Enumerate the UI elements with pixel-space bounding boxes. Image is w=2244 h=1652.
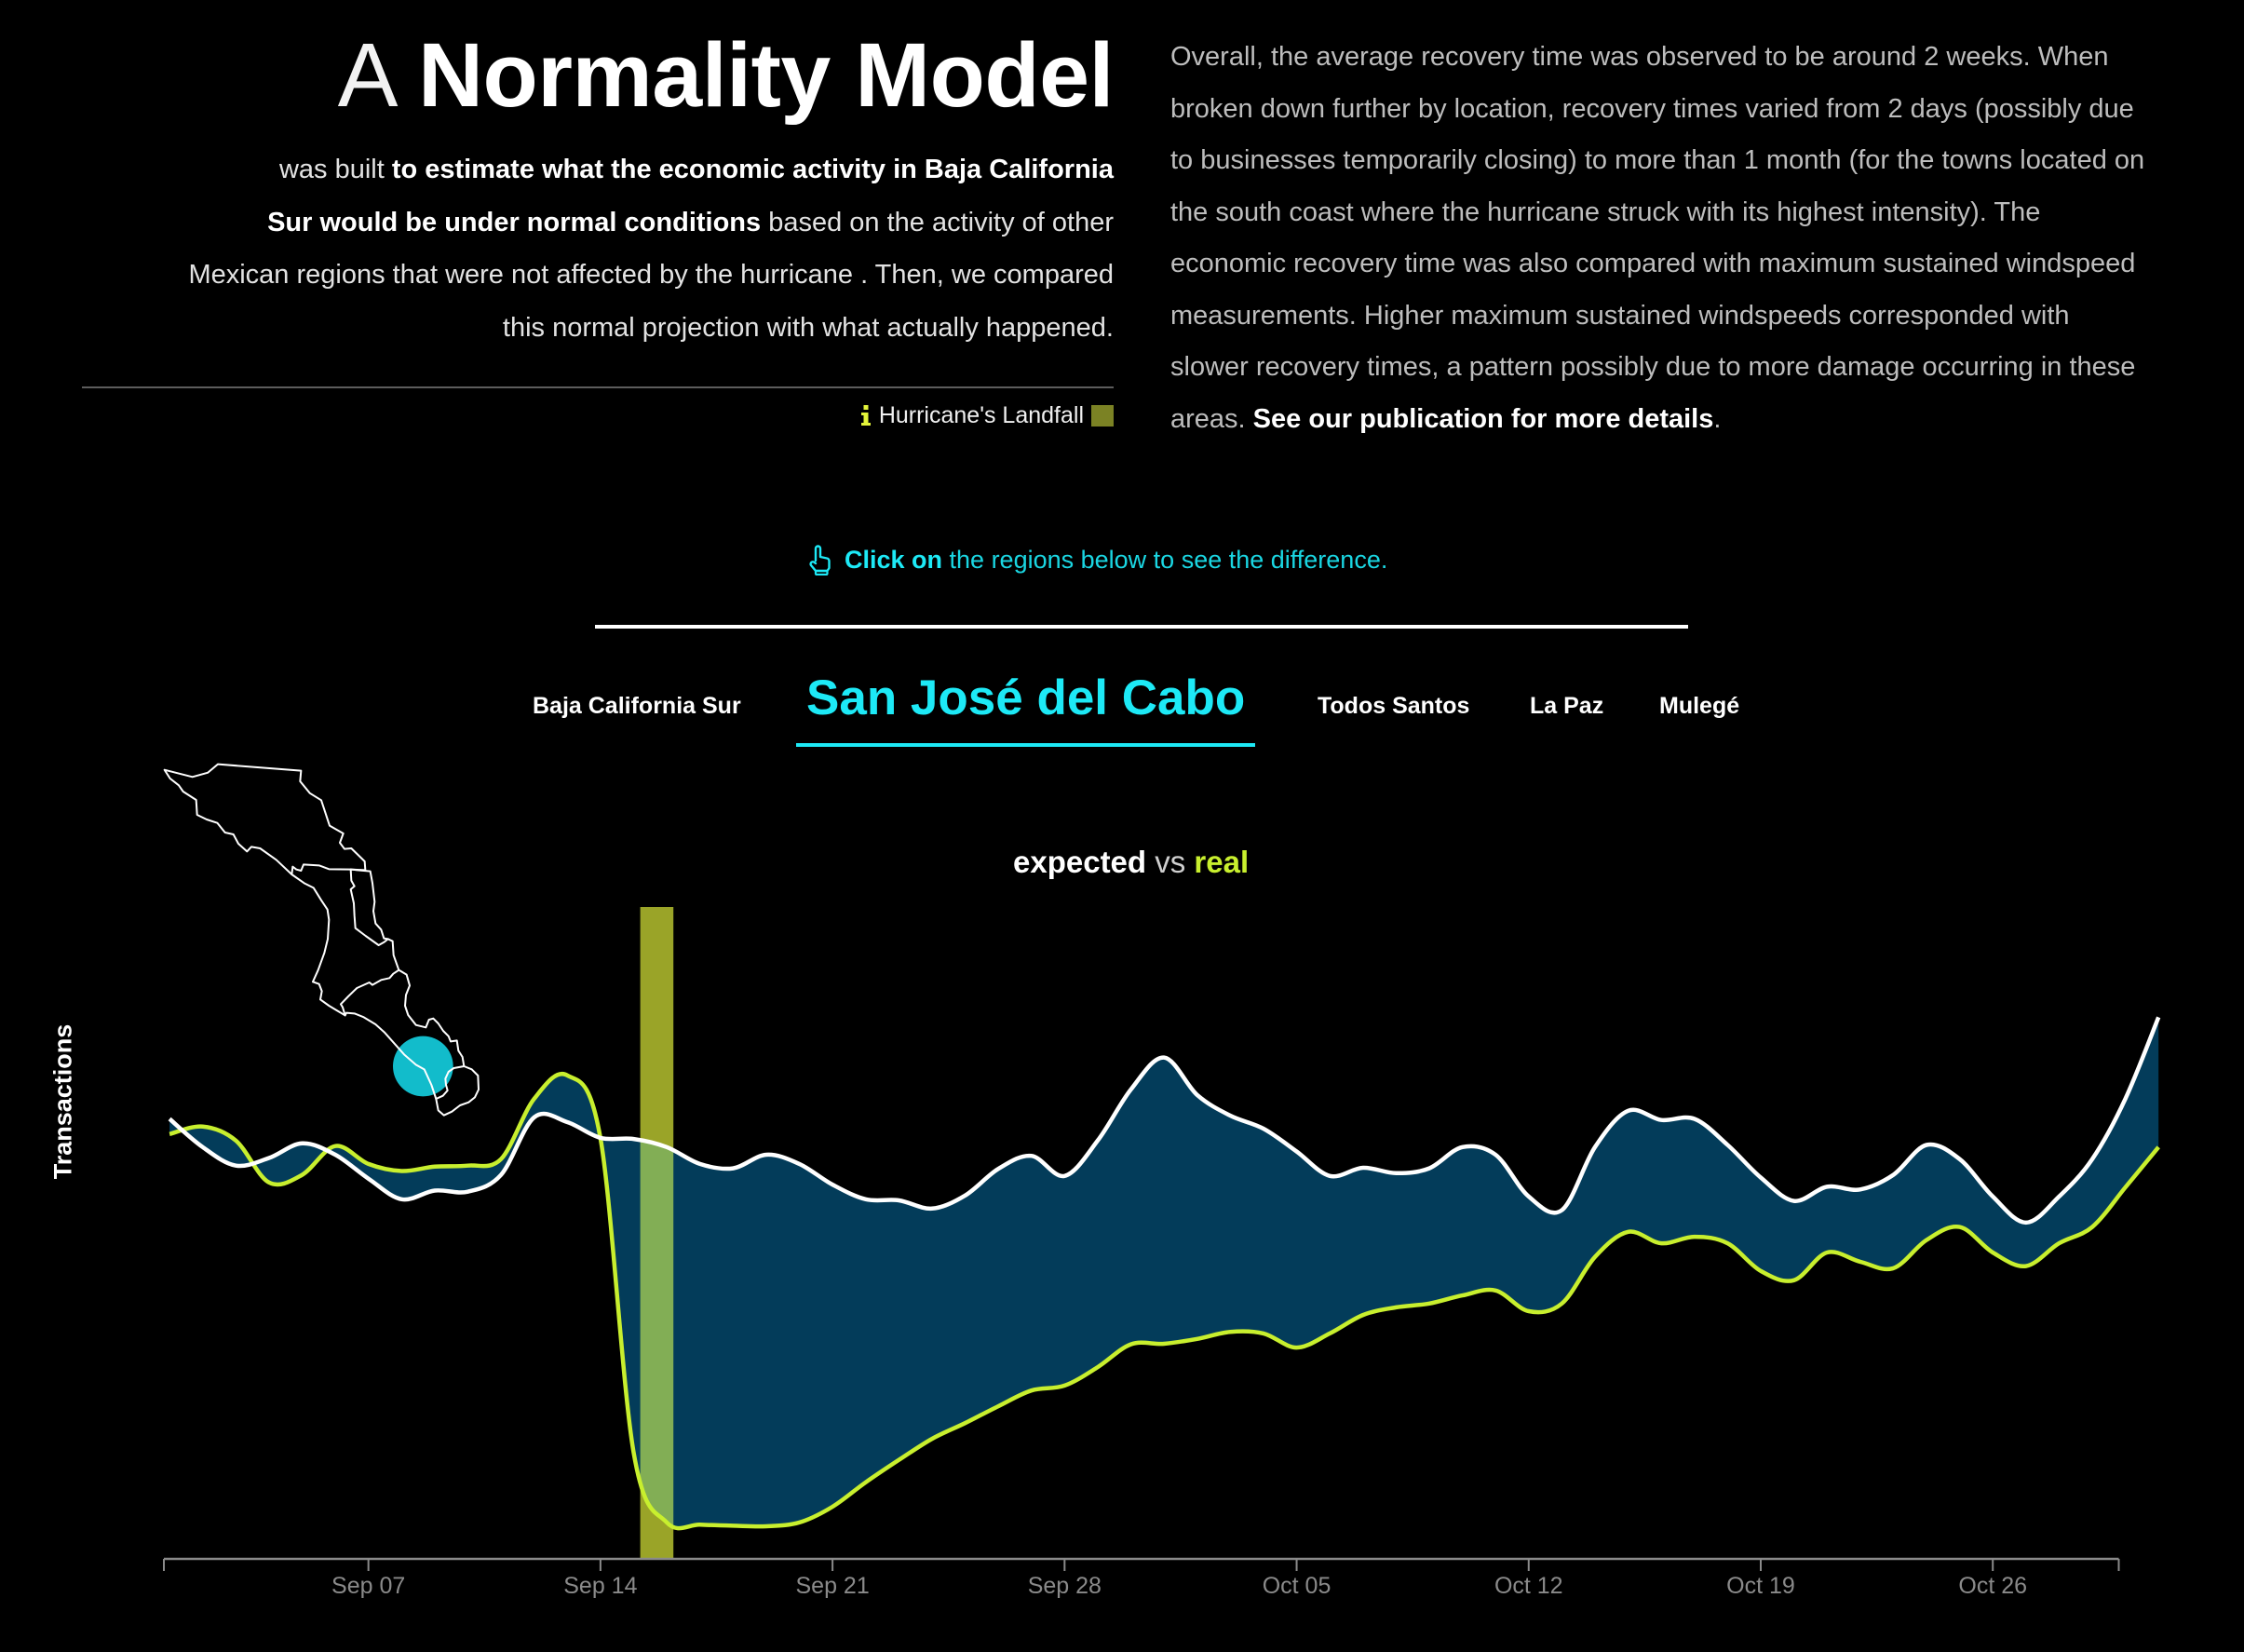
real-series-line (169, 1071, 2160, 1531)
summary-text: areas. (1170, 403, 1253, 434)
selected-region-marker (393, 1036, 453, 1097)
chart-title-real: real (1194, 845, 1250, 879)
tab-la-paz[interactable]: La Paz (1530, 693, 1604, 719)
publication-link[interactable]: See our publication for more details (1252, 403, 1714, 434)
tab-baja-california-sur[interactable]: Baja California Sur (533, 693, 741, 719)
title-prefix: A (337, 24, 399, 126)
landfall-band-overlap (640, 1140, 674, 1527)
summary-line: slower recovery times, a pattern possibl… (1170, 352, 2136, 382)
summary-text: . (1713, 403, 1722, 434)
page-title: A Normality Model (338, 30, 1115, 120)
tab-mulege[interactable]: Mulegé (1659, 693, 1740, 719)
tab-todos-santos[interactable]: Todos Santos (1318, 693, 1470, 719)
chart-title-vs: vs (1146, 845, 1195, 879)
summary-paragraph: Overall, the average recovery time was o… (1170, 32, 2144, 445)
intro-line: Mexican regions that were not affected b… (188, 249, 1114, 302)
map-region-la-paz[interactable] (344, 968, 466, 1100)
intro-paragraph: was built to estimate what the economic … (188, 143, 1114, 354)
tab-san-jose-del-cabo[interactable]: San José del Cabo (796, 673, 1256, 747)
x-axis-tick-label: Oct 12 (1494, 1573, 1563, 1599)
summary-line: to businesses temporarily closing) to mo… (1170, 145, 2145, 175)
landfall-legend-swatch (1091, 404, 1114, 427)
info-icon (860, 405, 871, 426)
intro-line: Sur would be under normal conditions bas… (188, 196, 1114, 250)
intro-text: was built (278, 155, 392, 184)
header-divider (82, 386, 1114, 388)
intro-text: this normal projection with what actuall… (502, 312, 1114, 343)
intro-text: Mexican regions that were not affected b… (188, 260, 1114, 290)
map-region-los-cabos[interactable] (435, 1065, 480, 1117)
summary-line: Overall, the average recovery time was o… (1170, 42, 2109, 72)
intro-emphasis: Sur would be under normal conditions (267, 207, 762, 237)
map-region-mulege[interactable] (163, 763, 367, 875)
pointing-hand-icon (809, 544, 831, 575)
map-region-comondu[interactable] (291, 868, 400, 1017)
instruction-text: Click on the regions below to see the di… (845, 545, 1387, 575)
x-axis-tick-label: Oct 19 (1726, 1573, 1795, 1599)
intro-line: was built to estimate what the economic … (188, 143, 1114, 196)
x-axis-tick-label: Sep 21 (795, 1573, 869, 1599)
landfall-legend-label: Hurricane's Landfall (878, 401, 1084, 428)
x-axis-tick-label: Sep 14 (563, 1573, 637, 1599)
intro-emphasis: to estimate what the economic activity i… (391, 155, 1114, 184)
instruction-rest: the regions below to see the difference. (942, 546, 1388, 574)
summary-line: the south coast where the hurricane stru… (1170, 196, 2041, 227)
instruction-line: Click on the regions below to see the di… (807, 544, 1387, 575)
instruction-emphasis: Click on (845, 546, 943, 574)
chart-plot-area: Sep 07 Sep 14 Sep 21 Sep 28 Oct 05 Oct 12 Oct … (163, 907, 2161, 1599)
summary-line: measurements. Higher maximum sustained w… (1170, 300, 2070, 331)
intro-text: based on the activity of other (761, 207, 1114, 237)
x-axis-tick-label: Oct 05 (1263, 1573, 1332, 1599)
summary-line: economic recovery time was also compared… (1170, 249, 2136, 278)
chart-title: expected vs real (1013, 846, 1249, 879)
intro-line: this normal projection with what actuall… (188, 302, 1114, 355)
expected-series-line (168, 1016, 2161, 1225)
tabs-separator (595, 625, 1688, 629)
region-map (163, 763, 480, 1117)
x-axis-tick-label: Sep 07 (331, 1573, 405, 1599)
x-axis-tick-label: Sep 28 (1028, 1573, 1102, 1599)
map-region-loreto[interactable] (349, 868, 389, 941)
x-axis-tick-label: Oct 26 (1958, 1573, 2027, 1599)
title-main: Normality Model (417, 24, 1115, 126)
chart-title-expected: expected (1013, 845, 1147, 879)
landfall-legend: Hurricane's Landfall (860, 402, 1114, 428)
summary-line: broken down further by location, recover… (1170, 93, 2134, 124)
summary-line: areas. See our publication for more deta… (1170, 394, 2144, 446)
